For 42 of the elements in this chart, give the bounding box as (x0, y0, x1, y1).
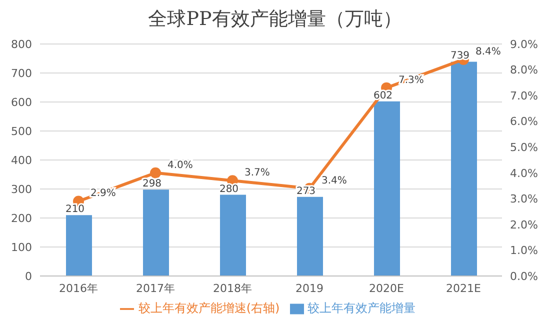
chart-title: 全球PP有效产能增量（万吨） (147, 7, 403, 32)
y-tick-label: 800 (11, 38, 32, 51)
bar (220, 194, 246, 276)
y2-tick-label: 6.0% (510, 115, 538, 128)
y-tick-label: 700 (11, 66, 32, 80)
x-tick-label: 2020E (369, 282, 404, 295)
data-label: 210 (65, 204, 85, 216)
data-label: 4.0% (168, 160, 193, 171)
y2-tick-label: 1.0% (510, 244, 538, 258)
y2-tick-label: 5.0% (510, 141, 538, 154)
y-tick-label: 600 (11, 96, 32, 109)
y-tick-label: 100 (11, 240, 32, 254)
y2-tick-label: 0.0% (510, 270, 538, 283)
y-tick-label: 500 (11, 124, 32, 138)
y2-tick-label: 7.0% (510, 89, 538, 102)
y2-tick-label: 4.0% (510, 166, 538, 180)
data-label: 298 (142, 178, 162, 190)
bar (143, 190, 169, 276)
data-label: 3.7% (244, 168, 270, 179)
bar (66, 215, 92, 276)
x-tick-label: 2017年 (136, 282, 175, 295)
y2-tick-label: 3.0% (510, 192, 538, 206)
y-tick-label: 200 (11, 212, 32, 225)
legend-label: 较上年有效产能增量 (308, 301, 416, 315)
y2-tick-label: 2.0% (510, 218, 538, 232)
x-tick-label: 2018年 (213, 282, 252, 295)
bar (374, 101, 400, 276)
x-tick-label: 2019 (296, 282, 324, 295)
x-tick-label: 2021E (446, 282, 482, 295)
y-tick-label: 300 (11, 182, 32, 196)
y-tick-label: 0 (25, 270, 32, 283)
legend-label: 较上年有效产能增速(右轴) (138, 301, 280, 315)
data-label: 3.4% (322, 175, 347, 186)
bar (297, 196, 323, 276)
y2-tick-label: 8.0% (510, 64, 538, 77)
data-label: 280 (219, 184, 239, 195)
x-tick-label: 2016年 (59, 282, 98, 295)
bar (451, 62, 477, 276)
y-tick-label: 400 (11, 154, 32, 167)
data-label: 8.4% (476, 46, 501, 58)
y2-tick-label: 9.0% (510, 38, 538, 51)
point (150, 167, 161, 178)
